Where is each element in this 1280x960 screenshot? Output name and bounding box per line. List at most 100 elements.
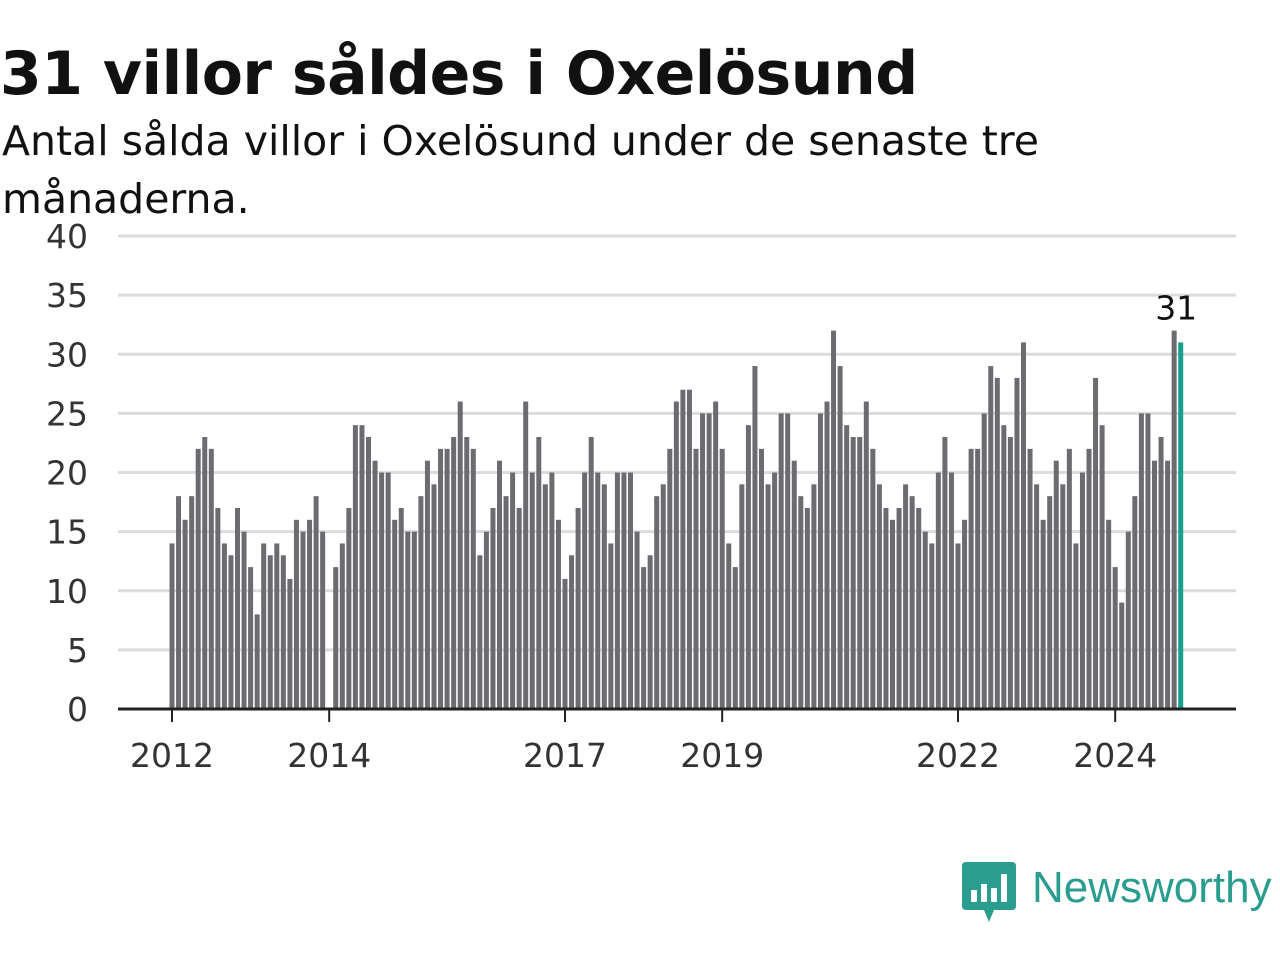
bar [372,460,378,709]
bar [176,496,182,709]
bar [189,496,195,709]
bar [202,437,208,709]
bar [1112,567,1118,709]
bar [1145,413,1151,709]
bar [785,413,791,709]
bar [601,484,607,709]
bar [307,519,313,709]
bar [1158,437,1164,709]
x-tick-label: 2014 [287,736,371,775]
bar [752,366,758,709]
bar [510,472,516,709]
bar [641,567,647,709]
bar [975,448,981,709]
bar [1138,413,1144,709]
bar-highlight [1178,342,1184,709]
bar [693,448,699,709]
bar [804,507,810,709]
bar [772,472,778,709]
bar [824,401,830,709]
bar [293,519,299,709]
bar [608,543,614,709]
y-tick-label: 25 [46,394,88,433]
bar [929,543,935,709]
bar [333,567,339,709]
bar [235,507,240,709]
bar [497,460,502,709]
bar [719,448,725,709]
bar [254,614,260,709]
bar [680,389,686,709]
x-tick-label: 2017 [523,736,607,775]
bar [948,472,954,709]
bar [424,460,430,709]
bar [1060,484,1066,709]
bar [1040,519,1046,709]
bar [470,448,476,709]
y-tick-label: 10 [46,572,88,611]
bar [1165,460,1171,709]
bar [1119,602,1125,709]
chart-subtitle: Antal sålda villor i Oxelösund under de … [2,117,1039,223]
bar [837,366,843,709]
bar [765,484,771,709]
bar-chart: 0 5 10 15 20 25 30 35 40 31 2012 2014 2017 2019 2022 20… [46,220,1236,775]
bar [392,519,398,709]
bar [241,531,247,709]
bar [595,472,601,709]
bar [988,366,994,709]
bar [759,448,764,709]
bar [582,472,588,709]
bar [379,472,385,709]
bar [1079,472,1085,709]
bar [621,472,627,709]
axes [118,707,1236,722]
y-tick-label: 40 [46,220,88,256]
bar [713,401,719,709]
bar [634,531,640,709]
bar [536,437,542,709]
bar [1007,437,1013,709]
bar [320,531,326,709]
bar [1066,448,1072,709]
bar [280,555,286,709]
bar [896,507,902,709]
bar [562,578,568,709]
bar [1093,377,1099,709]
bar [811,484,817,709]
y-tick-label: 5 [67,631,88,670]
bar [346,507,352,709]
bar [1106,519,1112,709]
bar [339,543,345,709]
bar [667,448,673,709]
bar [739,484,745,709]
y-tick-label: 20 [46,454,88,493]
bar [660,484,666,709]
bar [195,448,201,709]
bar [817,413,823,709]
bar [831,330,837,709]
bar [863,401,869,709]
bar [418,496,424,709]
bar [366,437,371,709]
bar [411,531,417,709]
bar [431,484,437,709]
bar [850,437,856,709]
x-tick-label: 2024 [1073,736,1157,775]
bar [1099,425,1105,709]
bar [994,377,1000,709]
bar [549,472,555,709]
bar [968,448,974,709]
bar [647,555,653,709]
bar [700,413,706,709]
bar [870,448,876,709]
bar [1171,330,1177,709]
bar [942,437,948,709]
bar [1053,460,1059,709]
chart-title: 31 villor såldes i Oxelösund [0,39,918,109]
y-tick-label: 0 [67,690,88,729]
bar [1034,484,1040,709]
bar [169,543,175,709]
bar [385,472,391,709]
bar [628,472,633,709]
